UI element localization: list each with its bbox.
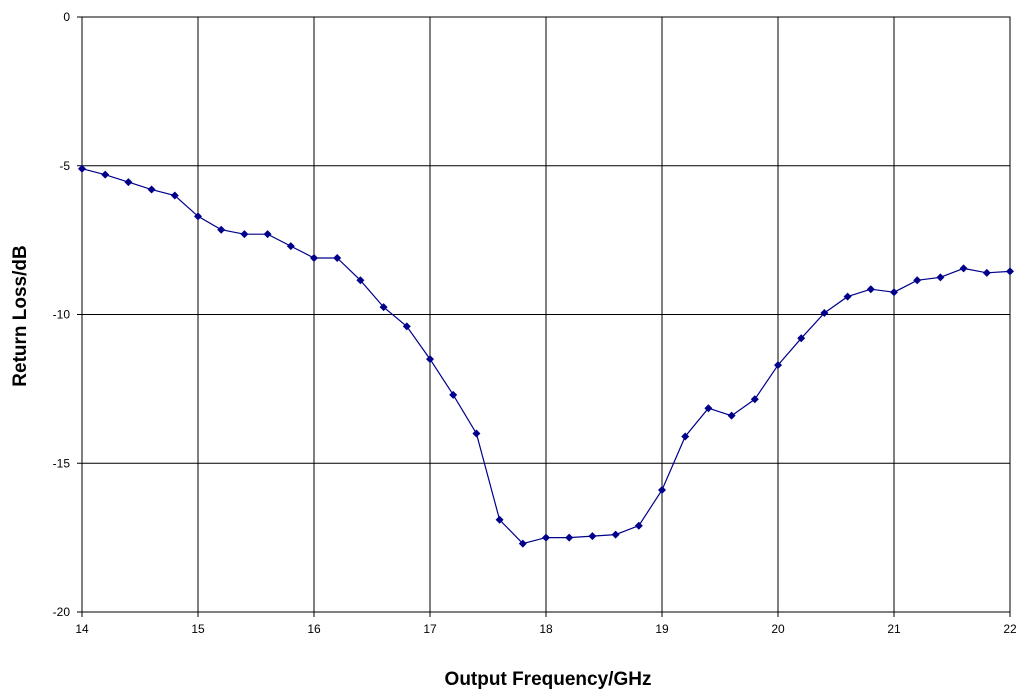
data-point — [426, 355, 434, 364]
data-point — [565, 533, 574, 542]
data-point — [194, 212, 202, 221]
data-point — [101, 170, 110, 179]
data-point — [1006, 267, 1014, 276]
x-tick-label-7: 21 — [887, 622, 901, 636]
data-point — [402, 322, 411, 331]
x-tick-labels: 14 15 16 17 18 19 20 21 22 — [75, 622, 1016, 636]
x-axis-title: Output Frequency/GHz — [445, 669, 652, 689]
data-point — [449, 390, 458, 399]
data-point — [356, 276, 365, 285]
data-point — [843, 292, 852, 301]
data-point — [333, 253, 342, 262]
data-point — [959, 264, 968, 273]
data-point — [681, 432, 690, 441]
data-point — [982, 268, 991, 277]
data-point — [750, 395, 759, 404]
data-point — [286, 242, 295, 251]
y-axis-title: Return Loss/dB — [10, 245, 31, 386]
y-tick-label-2: -10 — [53, 308, 71, 322]
data-point — [936, 273, 945, 282]
x-tick-label-1: 15 — [191, 622, 205, 636]
data-point — [124, 178, 133, 187]
x-tick-label-8: 22 — [1003, 622, 1016, 636]
data-point — [727, 411, 736, 420]
grid — [77, 16, 1011, 617]
data-point — [588, 532, 597, 541]
data-point — [472, 429, 481, 438]
series-group — [78, 164, 1014, 548]
data-point — [797, 334, 806, 343]
data-point — [310, 253, 318, 262]
data-point — [704, 404, 713, 413]
x-tick-label-6: 20 — [771, 622, 785, 636]
data-point — [820, 309, 829, 318]
x-tick-label-3: 17 — [423, 622, 437, 636]
data-point — [379, 303, 388, 312]
y-tick-label-4: -20 — [53, 605, 71, 619]
data-point — [78, 164, 86, 173]
data-point — [913, 276, 922, 285]
y-tick-label-3: -15 — [53, 456, 71, 470]
data-point — [240, 230, 249, 239]
x-tick-label-4: 18 — [539, 622, 553, 636]
data-point — [217, 225, 226, 234]
y-tick-label-1: -5 — [59, 159, 70, 173]
data-point — [170, 191, 179, 200]
data-point — [634, 521, 643, 530]
y-tick-label-0: 0 — [63, 10, 70, 24]
x-tick-label-0: 14 — [75, 622, 89, 636]
data-point — [774, 361, 782, 370]
data-point — [147, 185, 156, 194]
data-point — [890, 288, 898, 297]
data-point — [866, 285, 875, 294]
data-point — [542, 533, 550, 542]
data-point — [263, 230, 272, 239]
data-point — [658, 486, 666, 495]
data-point — [495, 515, 504, 524]
x-tick-label-2: 16 — [307, 622, 321, 636]
y-tick-labels: 0 -5 -10 -15 -20 — [53, 10, 71, 619]
x-tick-label-5: 19 — [655, 622, 669, 636]
data-point — [611, 530, 620, 539]
data-point — [518, 539, 527, 548]
